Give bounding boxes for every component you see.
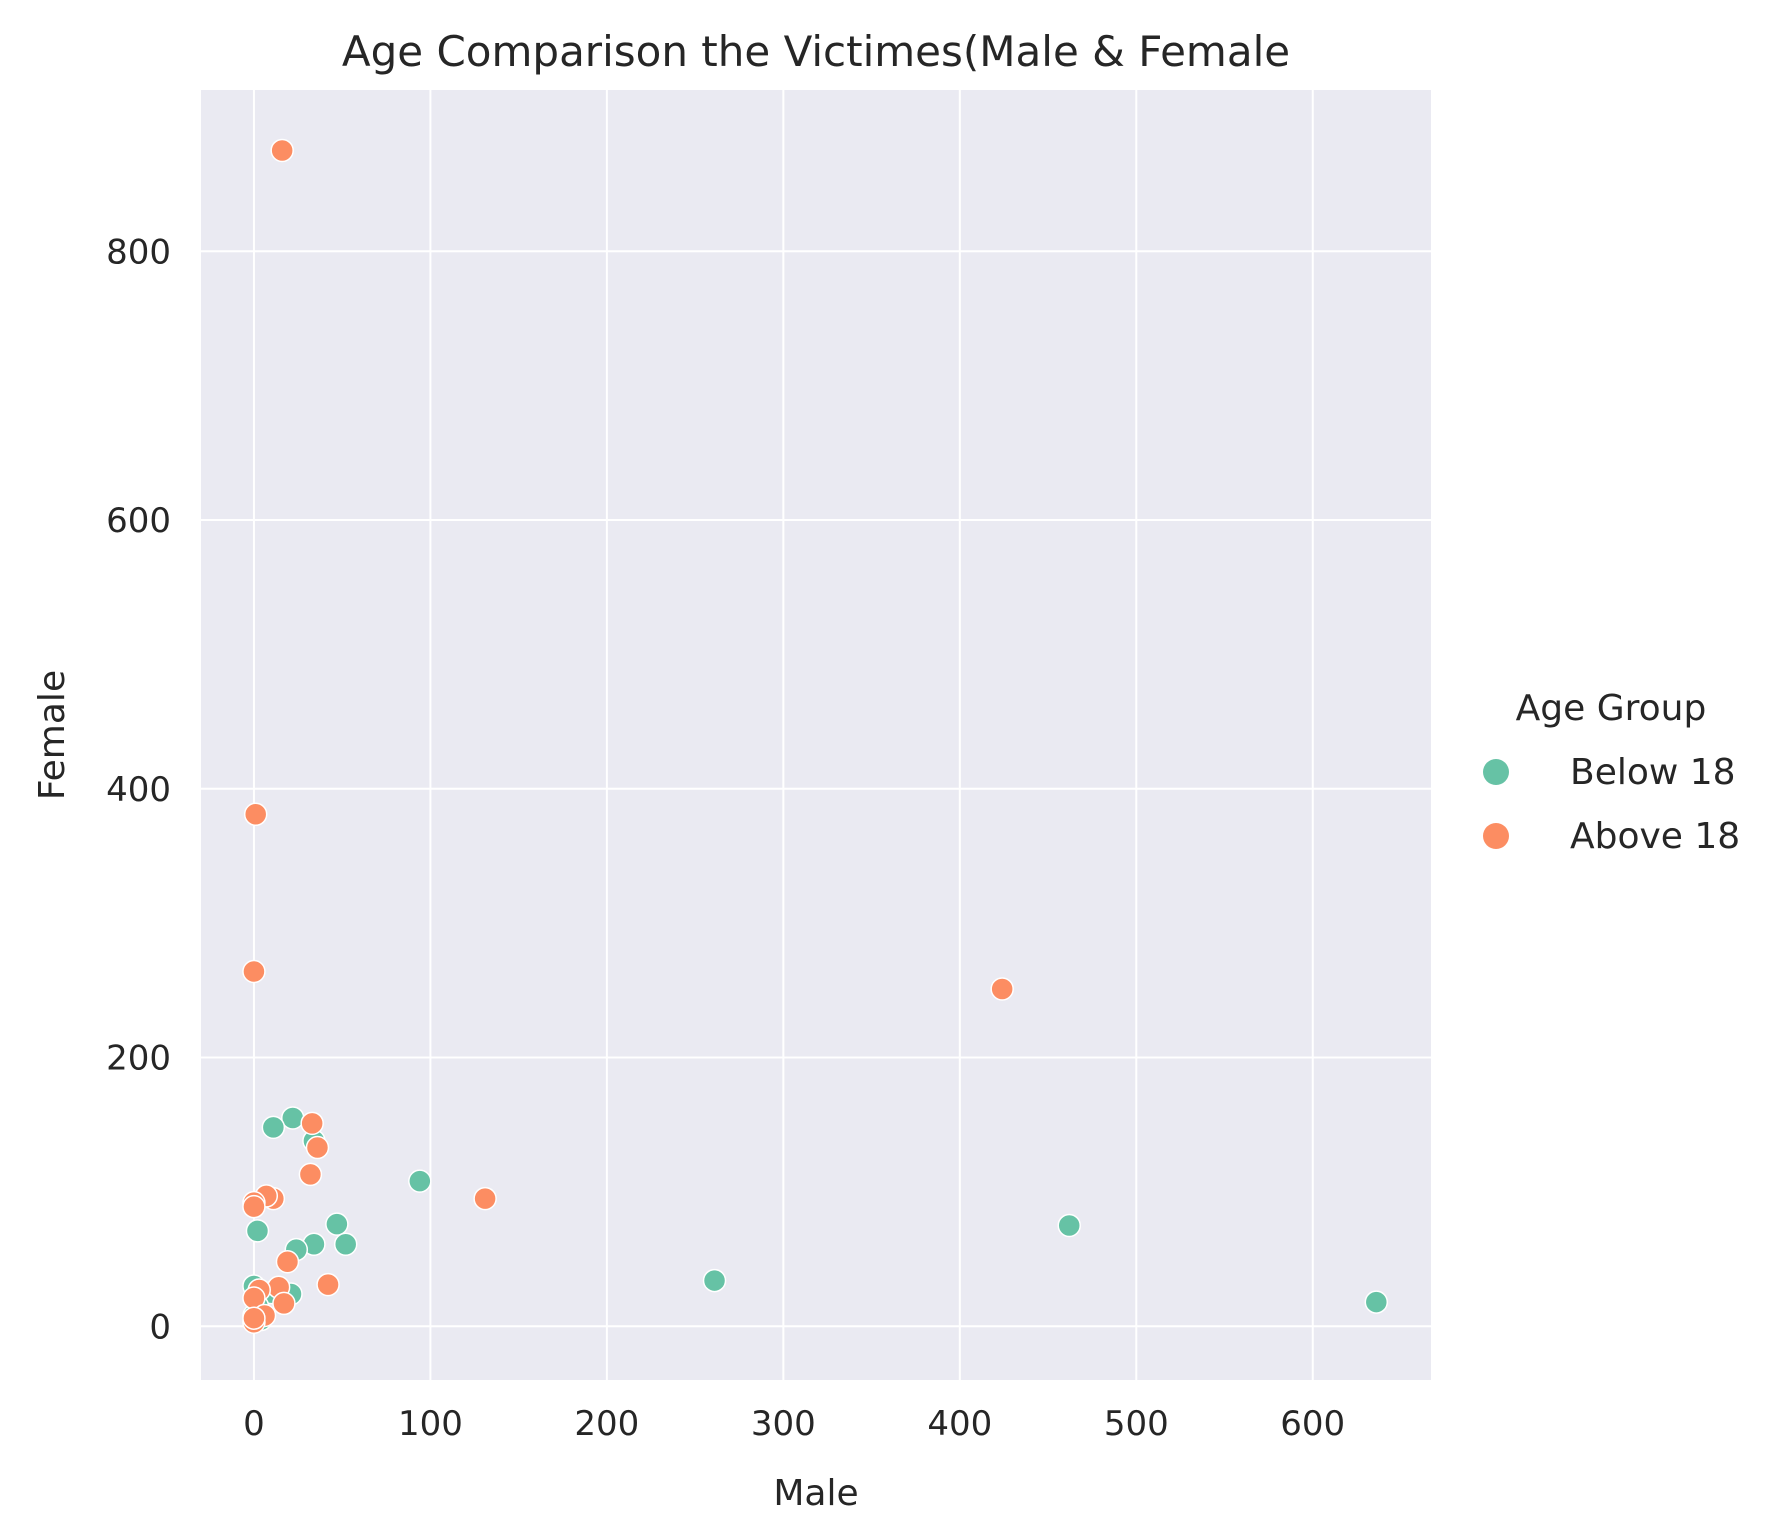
- data-point-above-18: [272, 1291, 296, 1316]
- x-tick-label: 100: [398, 1404, 463, 1444]
- legend-title: Age Group: [1516, 688, 1707, 729]
- chart-title: Age Comparison the Victimes(Male & Femal…: [342, 27, 1290, 76]
- plot-background: [201, 90, 1431, 1380]
- data-point-below-18: [281, 1106, 305, 1130]
- data-point-above-18: [243, 802, 268, 827]
- data-point-below-18: [245, 1219, 270, 1243]
- grid: [201, 90, 1431, 1380]
- data-point-above-18: [298, 1162, 323, 1187]
- x-tick-label: 500: [1104, 1404, 1169, 1444]
- legend-marker-below-18: [1483, 759, 1509, 785]
- y-axis-label: Female: [32, 670, 73, 800]
- x-tick-label: 400: [927, 1404, 992, 1444]
- x-axis-label: Male: [773, 1473, 858, 1514]
- legend-marker-above-18: [1483, 823, 1509, 849]
- x-tick-labels: 0 100 200 300 400 500 600: [243, 1404, 1345, 1444]
- y-tick-label: 200: [106, 1039, 171, 1079]
- data-point-above-18: [242, 959, 266, 984]
- data-point-below-18: [408, 1169, 432, 1193]
- data-point-above-18: [305, 1135, 330, 1160]
- x-tick-label: 0: [243, 1404, 265, 1444]
- data-point-above-18: [275, 1250, 300, 1274]
- y-tick-labels: 0 200 400 600 800: [106, 232, 171, 1347]
- data-point-below-18: [702, 1268, 727, 1293]
- legend: Age Group Below 18 Above 18: [1483, 688, 1740, 857]
- y-tick-label: 400: [106, 770, 171, 810]
- y-tick-label: 600: [106, 501, 171, 541]
- data-point-below-18: [261, 1115, 286, 1140]
- data-point-above-18: [242, 1306, 266, 1330]
- x-tick-label: 300: [751, 1404, 816, 1444]
- legend-label-below-18: Below 18: [1570, 752, 1736, 793]
- data-point-above-18: [473, 1186, 497, 1211]
- data-point-above-18: [300, 1111, 324, 1136]
- data-point-below-18: [333, 1232, 358, 1257]
- data-point-above-18: [316, 1272, 340, 1297]
- data-point-above-18: [242, 1194, 266, 1219]
- data-point-above-18: [270, 138, 294, 163]
- data-points: [242, 138, 1389, 1334]
- y-tick-label: 800: [106, 232, 171, 272]
- legend-label-above-18: Above 18: [1570, 816, 1740, 857]
- data-point-below-18: [1057, 1213, 1081, 1238]
- data-point-below-18: [1364, 1290, 1389, 1314]
- data-point-above-18: [990, 977, 1014, 1001]
- data-point-below-18: [325, 1212, 349, 1236]
- x-tick-label: 600: [1280, 1404, 1345, 1444]
- y-tick-label: 0: [149, 1307, 171, 1347]
- x-tick-label: 200: [574, 1404, 639, 1444]
